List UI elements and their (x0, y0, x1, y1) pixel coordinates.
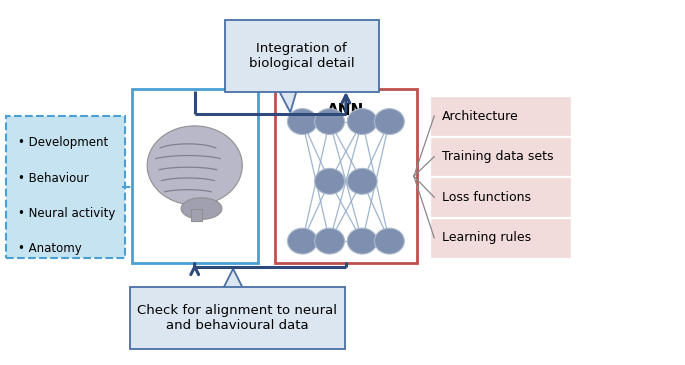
FancyBboxPatch shape (130, 288, 345, 349)
Text: • Neural activity: • Neural activity (18, 207, 115, 220)
Ellipse shape (375, 109, 404, 135)
Ellipse shape (288, 228, 317, 254)
FancyBboxPatch shape (431, 178, 570, 216)
Ellipse shape (314, 168, 345, 194)
Text: Learning rules: Learning rules (443, 231, 532, 244)
Text: • Behaviour: • Behaviour (18, 172, 88, 185)
FancyBboxPatch shape (431, 138, 570, 176)
Ellipse shape (288, 109, 317, 135)
FancyBboxPatch shape (6, 116, 125, 258)
Text: Check for alignment to neural
and behavioural data: Check for alignment to neural and behavi… (137, 304, 337, 332)
Ellipse shape (347, 228, 377, 254)
Polygon shape (191, 208, 201, 221)
Text: • Development: • Development (18, 137, 108, 149)
Polygon shape (222, 269, 244, 290)
Text: • Anatomy: • Anatomy (18, 242, 82, 255)
Ellipse shape (147, 126, 242, 205)
Text: Loss functions: Loss functions (443, 191, 532, 204)
FancyBboxPatch shape (431, 97, 570, 135)
Ellipse shape (181, 198, 222, 219)
Text: Integration of
biological detail: Integration of biological detail (249, 42, 355, 70)
Ellipse shape (375, 228, 404, 254)
Text: Architecture: Architecture (443, 110, 519, 123)
Ellipse shape (314, 228, 345, 254)
Text: Training data sets: Training data sets (443, 150, 554, 163)
Ellipse shape (347, 168, 377, 194)
Ellipse shape (314, 109, 345, 135)
Text: ANN: ANN (327, 103, 364, 118)
Polygon shape (278, 89, 297, 112)
FancyBboxPatch shape (225, 20, 379, 92)
Ellipse shape (347, 109, 377, 135)
FancyBboxPatch shape (431, 219, 570, 257)
FancyBboxPatch shape (132, 89, 258, 264)
FancyBboxPatch shape (275, 89, 417, 264)
